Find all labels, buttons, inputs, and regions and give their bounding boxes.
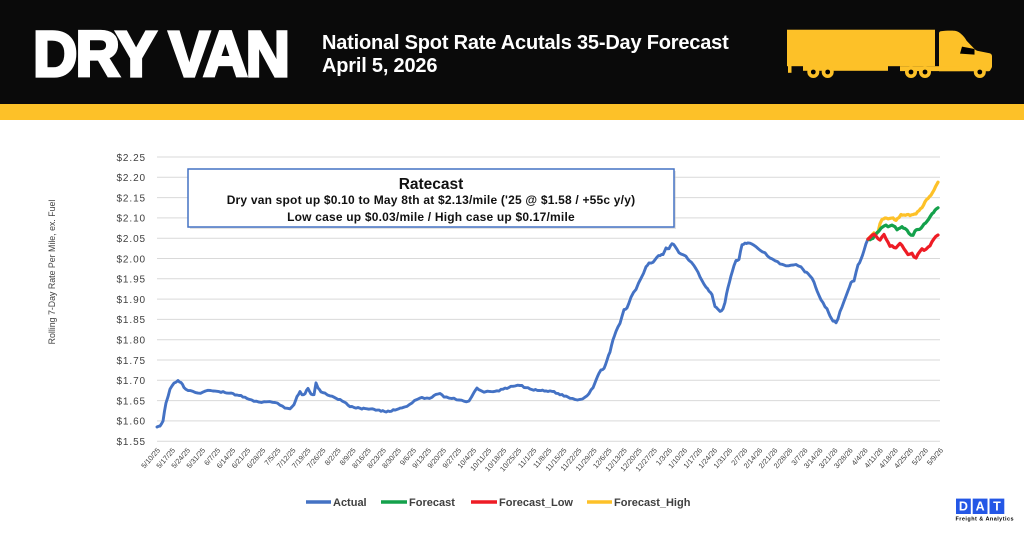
svg-text:$1.75: $1.75 bbox=[116, 356, 146, 367]
svg-text:$1.80: $1.80 bbox=[116, 336, 146, 347]
svg-text:Actual: Actual bbox=[333, 497, 367, 509]
svg-text:Dry van spot up $0.10 to May 8: Dry van spot up $0.10 to May 8th at $2.1… bbox=[227, 193, 636, 207]
svg-text:A: A bbox=[976, 500, 985, 514]
svg-text:$1.70: $1.70 bbox=[116, 376, 146, 387]
svg-text:$1.90: $1.90 bbox=[116, 295, 146, 306]
svg-text:$1.65: $1.65 bbox=[116, 396, 146, 407]
svg-text:Low case up $0.03/mile / High: Low case up $0.03/mile / High case up $0… bbox=[287, 210, 575, 224]
svg-text:T: T bbox=[993, 500, 1001, 514]
svg-text:$1.60: $1.60 bbox=[116, 417, 146, 428]
svg-text:Ratecast: Ratecast bbox=[399, 176, 464, 193]
svg-text:$2.05: $2.05 bbox=[116, 234, 146, 245]
svg-text:$1.95: $1.95 bbox=[116, 275, 146, 286]
svg-text:$2.15: $2.15 bbox=[116, 193, 146, 204]
svg-text:$1.85: $1.85 bbox=[116, 315, 146, 326]
svg-text:$2.25: $2.25 bbox=[116, 153, 146, 164]
svg-text:Forecast: Forecast bbox=[409, 497, 455, 509]
svg-text:Forecast_High: Forecast_High bbox=[614, 497, 691, 509]
svg-text:$2.20: $2.20 bbox=[116, 173, 146, 184]
svg-text:$1.55: $1.55 bbox=[116, 437, 146, 448]
svg-text:$2.00: $2.00 bbox=[116, 254, 146, 265]
svg-text:$2.10: $2.10 bbox=[116, 214, 146, 225]
svg-text:D: D bbox=[959, 500, 968, 514]
svg-text:Rolling 7-Day Rate Per Mile, e: Rolling 7-Day Rate Per Mile, ex. Fuel bbox=[47, 200, 57, 345]
svg-text:5/9/26: 5/9/26 bbox=[925, 446, 945, 467]
svg-text:Freight & Analytics: Freight & Analytics bbox=[956, 517, 1014, 523]
svg-text:Forecast_Low: Forecast_Low bbox=[499, 497, 573, 509]
